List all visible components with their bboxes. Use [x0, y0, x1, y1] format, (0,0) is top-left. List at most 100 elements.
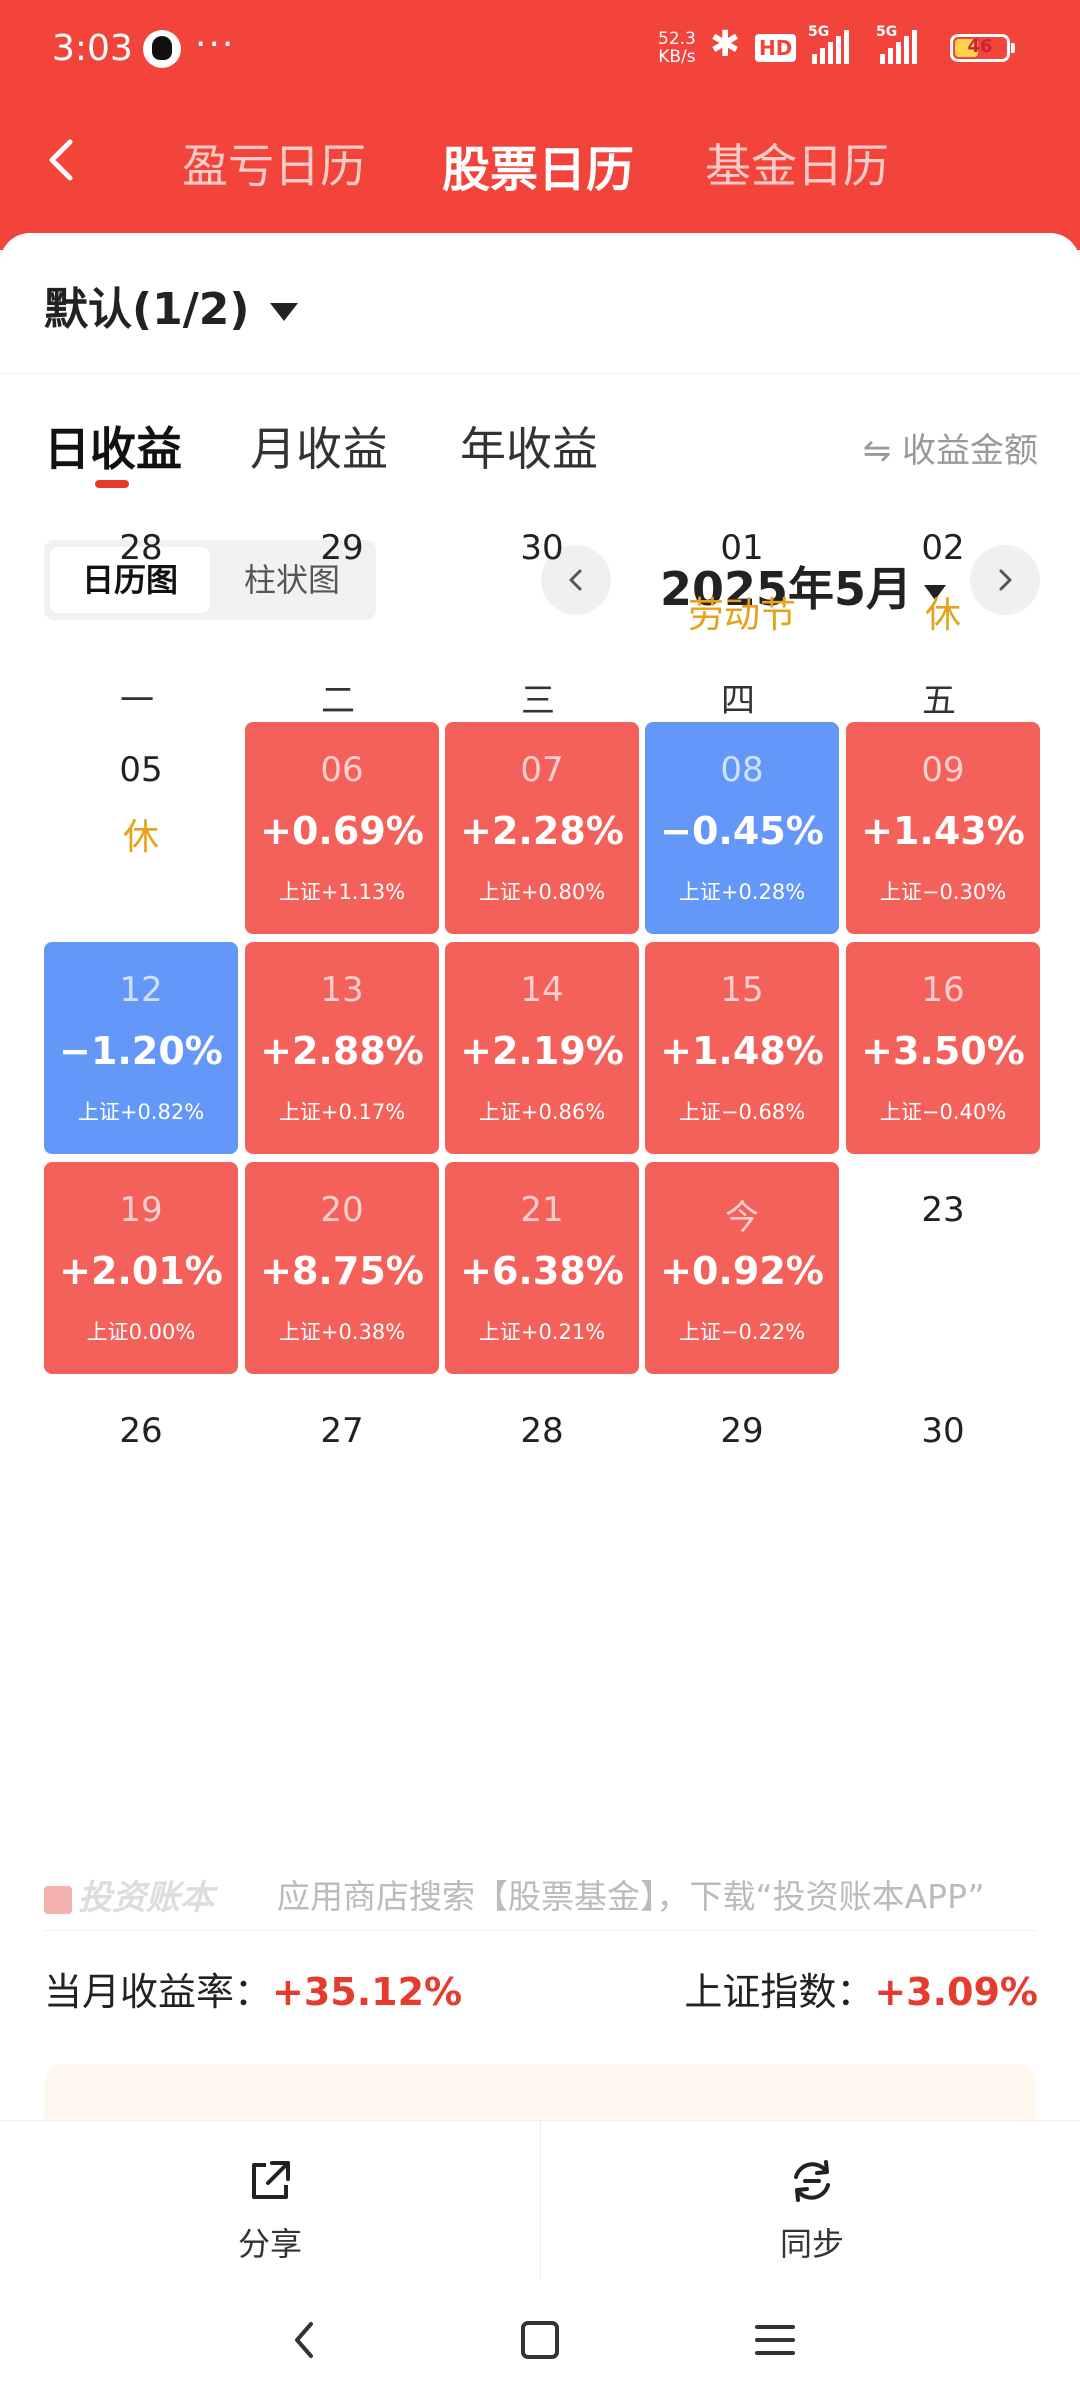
calendar-day-cell[interactable]: 15 +1.48% 上证−0.68% — [645, 942, 839, 1154]
calendar-day-cell[interactable]: 19 +2.01% 上证0.00% — [44, 1162, 238, 1374]
tab-stock-calendar[interactable]: 股票日历 — [442, 142, 635, 198]
index-value: +3.09% — [874, 1970, 1038, 2014]
index-change-value: 上证+0.28% — [678, 880, 806, 904]
share-label: 分享 — [237, 2225, 302, 2263]
calendar-day-cell[interactable]: 09 +1.43% 上证−0.30% — [846, 722, 1040, 934]
index-change-value: 上证−0.30% — [879, 880, 1007, 904]
toggle-amount-button[interactable]: ⇋ 收益金额 — [862, 431, 1038, 471]
calendar-day-cell[interactable]: 23 — [846, 1162, 1040, 1374]
system-home-button[interactable] — [510, 2310, 570, 2370]
index-change-value: 上证+1.13% — [278, 880, 406, 904]
index-change-value: 上证+0.82% — [77, 1100, 205, 1124]
calendar-day-cell[interactable]: 05 休 — [44, 722, 238, 934]
system-nav-bar — [0, 2280, 1080, 2400]
index-change-value: 上证−0.40% — [879, 1100, 1007, 1124]
calendar-day-cell[interactable]: 26 — [44, 1383, 238, 1595]
daily-return-value: +2.19% — [460, 1029, 624, 1073]
month-return-label: 当月收益率： — [44, 1970, 273, 2014]
tab-monthly-return[interactable]: 月收益 — [250, 422, 388, 476]
prev-month-button[interactable] — [541, 545, 611, 615]
holiday-label: 劳动节 — [687, 595, 796, 636]
view-switch: 日历图 柱状图 — [44, 540, 376, 620]
day-number: 29 — [320, 528, 364, 568]
weekday-header: 一 — [120, 681, 154, 721]
calendar-day-cell[interactable]: 14 +2.19% 上证+0.86% — [445, 942, 639, 1154]
back-icon — [295, 2322, 313, 2358]
calendar-day-cell[interactable]: 20 +8.75% 上证+0.38% — [245, 1162, 439, 1374]
day-number: 30 — [921, 1411, 965, 1451]
calendar-day-cell[interactable]: 28 — [44, 500, 238, 712]
signal-icon-1: 5G — [808, 24, 849, 64]
system-menu-button[interactable] — [745, 2310, 805, 2370]
index-change-value: 上证−0.22% — [678, 1320, 806, 1344]
sync-button[interactable]: 同步 — [712, 2155, 912, 2265]
tab-fund-calendar[interactable]: 基金日历 — [705, 139, 889, 193]
account-selector[interactable]: 默认(1/2) — [44, 273, 298, 337]
day-number: 05 — [119, 750, 163, 790]
day-number: 29 — [720, 1411, 764, 1451]
speed-value: 52.3 — [658, 29, 696, 49]
calendar-day-cell[interactable]: 28 — [445, 1383, 639, 1595]
weekday-header: 四 — [721, 681, 755, 721]
month-selector[interactable]: 2025年5月 — [660, 553, 947, 619]
dropdown-icon — [269, 303, 298, 321]
day-number: 12 — [119, 970, 163, 1010]
index-summary: 上证指数：+3.09% — [684, 1961, 1038, 2016]
calendar-day-cell[interactable]: 12 −1.20% 上证+0.82% — [44, 942, 238, 1154]
tab-daily-return[interactable]: 日收益 — [44, 422, 182, 476]
hd-icon: HD — [755, 34, 797, 62]
tab-indicator — [95, 480, 129, 488]
calendar-day-cell[interactable]: 29 — [245, 500, 439, 712]
holiday-label: 休 — [122, 817, 159, 858]
day-number: 27 — [320, 1411, 364, 1451]
month-label: 2025年5月 — [660, 562, 913, 616]
tab-pnl-calendar[interactable]: 盈亏日历 — [182, 139, 366, 193]
index-change-value: 上证−0.68% — [678, 1100, 806, 1124]
calendar-day-cell[interactable]: 08 −0.45% 上证+0.28% — [645, 722, 839, 934]
view-calendar-button[interactable]: 日历图 — [50, 547, 210, 613]
top-nav: 盈亏日历 股票日历 基金日历 — [0, 100, 1080, 250]
watermark-text: 应用商店搜索【股票基金】，下载“投资账本APP” — [277, 1877, 985, 1916]
menu-icon — [755, 2325, 795, 2355]
calendar-day-cell[interactable]: 01 劳动节 — [645, 500, 839, 712]
index-change-value: 上证+0.38% — [278, 1320, 406, 1344]
calendar-day-cell[interactable]: 07 +2.28% 上证+0.80% — [445, 722, 639, 934]
battery-icon: 46 — [950, 34, 1015, 62]
next-month-button[interactable] — [970, 545, 1040, 615]
daily-return-value: −1.20% — [59, 1029, 223, 1073]
status-bar: 3:03 ··· 52.3 KB/s ✱ HD 5G 5G 46 — [0, 0, 1080, 100]
sync-label: 同步 — [779, 2225, 844, 2263]
share-button[interactable]: 分享 — [170, 2155, 370, 2265]
view-bar-chart-button[interactable]: 柱状图 — [243, 561, 340, 599]
daily-return-value: +2.28% — [460, 809, 624, 853]
battery-level: 46 — [967, 36, 993, 57]
signal-label-1: 5G — [808, 24, 830, 40]
index-label: 上证指数： — [684, 1970, 875, 2014]
index-change-value: 上证+0.86% — [478, 1100, 606, 1124]
calendar-day-cell[interactable]: 21 +6.38% 上证+0.21% — [445, 1162, 639, 1374]
divider — [44, 1930, 1036, 1931]
chevron-right-icon — [999, 569, 1012, 591]
calendar-day-cell[interactable]: 16 +3.50% 上证−0.40% — [846, 942, 1040, 1154]
calendar-day-cell[interactable]: 今 +0.92% 上证−0.22% — [645, 1162, 839, 1374]
back-button[interactable] — [34, 130, 94, 190]
index-change-value: 上证+0.17% — [278, 1100, 406, 1124]
calendar-day-cell[interactable]: 06 +0.69% 上证+1.13% — [245, 722, 439, 934]
home-square-icon — [521, 2321, 559, 2359]
calendar-day-cell[interactable]: 30 — [445, 500, 639, 712]
holiday-label: 休 — [924, 595, 961, 636]
calendar-day-cell[interactable]: 27 — [245, 1383, 439, 1595]
calendar-day-cell[interactable]: 29 — [645, 1383, 839, 1595]
calendar-day-cell[interactable]: 30 — [846, 1383, 1040, 1595]
calendar-day-cell[interactable]: 02 休 — [846, 500, 1040, 712]
day-number: 09 — [921, 750, 965, 790]
calendar-day-cell[interactable]: 13 +2.88% 上证+0.17% — [245, 942, 439, 1154]
day-number: 26 — [119, 1411, 163, 1451]
system-back-button[interactable] — [275, 2310, 335, 2370]
day-number: 13 — [320, 970, 364, 1010]
sync-icon — [794, 2160, 830, 2202]
watermark-brand: 投资账本 — [44, 1870, 214, 1919]
tab-yearly-return[interactable]: 年收益 — [460, 422, 598, 476]
day-number: 14 — [520, 970, 564, 1010]
main-sheet: 默认(1/2) 日收益 月收益 年收益 ⇋ 收益金额 日历图 柱状图 2025年… — [0, 233, 1080, 2144]
